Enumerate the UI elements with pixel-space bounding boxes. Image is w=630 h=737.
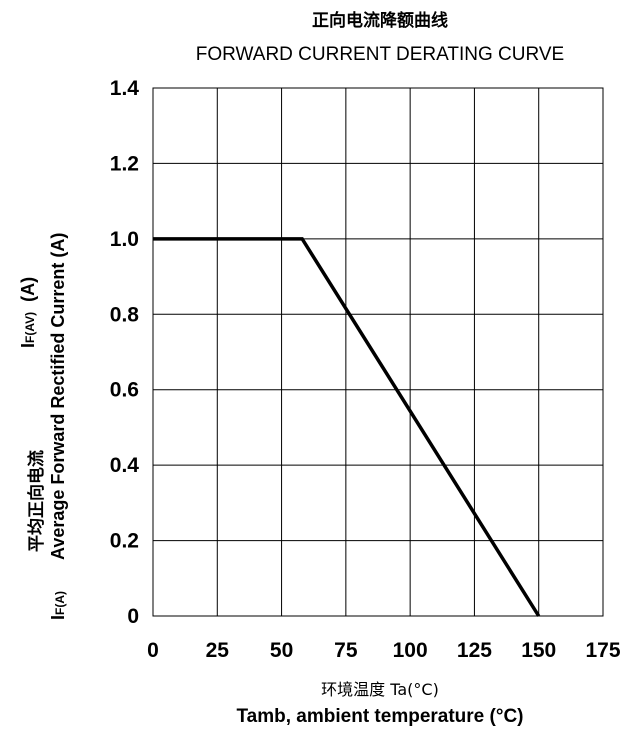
grid (152, 87, 604, 617)
y-tick-label: 1.4 (110, 77, 140, 100)
y-tick-label: 1.0 (110, 228, 139, 251)
chart-title-cn: 正向电流降额曲线 (312, 11, 448, 31)
x-tick-label: 75 (334, 639, 358, 662)
x-tick-label: 25 (206, 639, 230, 662)
x-tick-label: 175 (585, 639, 620, 662)
data-point (152, 238, 154, 240)
y-axis-label-cn: 平均正向电流 (27, 450, 47, 552)
y-axis-symbol: IF(A) (48, 590, 68, 620)
data-point (301, 238, 303, 240)
x-axis-label-en: Tamb, ambient temperature (°C) (236, 706, 524, 727)
y-tick-label: 0.6 (110, 379, 139, 402)
y-tick-label: 0 (127, 605, 139, 628)
y-tick-label: 1.2 (110, 152, 139, 175)
chart-title-en: FORWARD CURRENT DERATING CURVE (195, 44, 565, 65)
data-point (538, 615, 540, 617)
x-tick-label: 50 (270, 639, 293, 662)
y-axis-label-en: Average Forward Rectified Current (A) (48, 232, 68, 560)
y-axis-symbol2: IF(AV) (A) (18, 276, 38, 348)
x-axis-ticks: 0 25 50 75 100 125 150 175 (147, 639, 621, 662)
y-tick-label: 0.2 (110, 530, 139, 553)
y-tick-label: 0.8 (110, 303, 140, 326)
x-axis-label-cn: 环境温度 Ta(°C) (321, 680, 439, 699)
plot-frame (152, 87, 604, 617)
x-tick-label: 150 (521, 639, 556, 662)
x-tick-label: 125 (457, 639, 492, 662)
series-group (152, 237, 541, 617)
y-tick-label: 0.4 (110, 454, 140, 477)
x-tick-label: 100 (393, 639, 428, 662)
y-axis-ticks: 0 0.2 0.4 0.6 0.8 1.0 1.2 1.4 (110, 77, 140, 628)
x-tick-label: 0 (147, 639, 159, 662)
